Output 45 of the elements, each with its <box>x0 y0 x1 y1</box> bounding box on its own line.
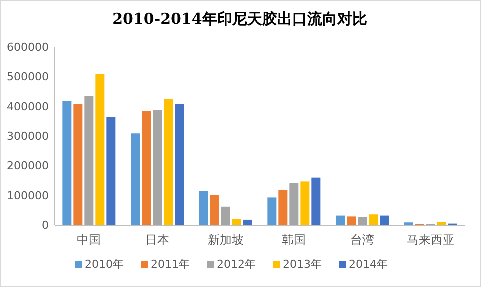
y-tick-label: 500000 <box>7 70 49 84</box>
bar <box>210 195 220 225</box>
legend-label: 2011年 <box>151 258 190 271</box>
legend-label: 2012年 <box>217 258 256 271</box>
bar <box>380 216 389 225</box>
bar <box>312 178 321 225</box>
bar <box>131 134 140 225</box>
bar <box>199 191 208 225</box>
bar <box>232 219 242 225</box>
bar <box>175 104 184 225</box>
legend-label: 2010年 <box>85 258 124 271</box>
bar <box>164 99 173 225</box>
bar <box>300 182 310 225</box>
bar <box>84 96 94 225</box>
x-tick-label: 日本 <box>146 233 170 247</box>
bar <box>62 101 72 225</box>
bar <box>347 216 356 225</box>
bar <box>221 206 230 225</box>
chart-title: 2010-2014年印尼天胶出口流向对比 <box>112 10 368 28</box>
y-tick-label: 400000 <box>7 100 49 114</box>
bar <box>278 190 288 225</box>
y-tick-label: 600000 <box>7 41 49 54</box>
y-tick-label: 100000 <box>7 189 49 202</box>
bar <box>358 216 367 225</box>
y-tick-label: 300000 <box>7 130 49 143</box>
bar <box>336 216 345 225</box>
bar <box>369 214 378 225</box>
bar <box>153 110 162 225</box>
bar <box>106 117 116 225</box>
x-tick-label: 中国 <box>77 233 102 247</box>
legend-label: 2014年 <box>349 258 388 271</box>
bar <box>74 104 83 225</box>
bar <box>290 183 299 225</box>
x-tick-label: 新加坡 <box>208 233 244 247</box>
bar <box>142 111 151 225</box>
bar <box>96 74 105 225</box>
bar <box>243 220 252 225</box>
y-tick-label: 200000 <box>7 160 49 173</box>
x-tick-label: 马来西亚 <box>406 233 455 247</box>
legend-label: 2013年 <box>283 258 322 271</box>
y-tick-label: 0 <box>42 219 49 232</box>
x-tick-label: 台湾 <box>350 233 374 247</box>
x-tick-label: 韩国 <box>282 233 306 247</box>
bar <box>268 198 277 225</box>
bar <box>437 222 446 225</box>
